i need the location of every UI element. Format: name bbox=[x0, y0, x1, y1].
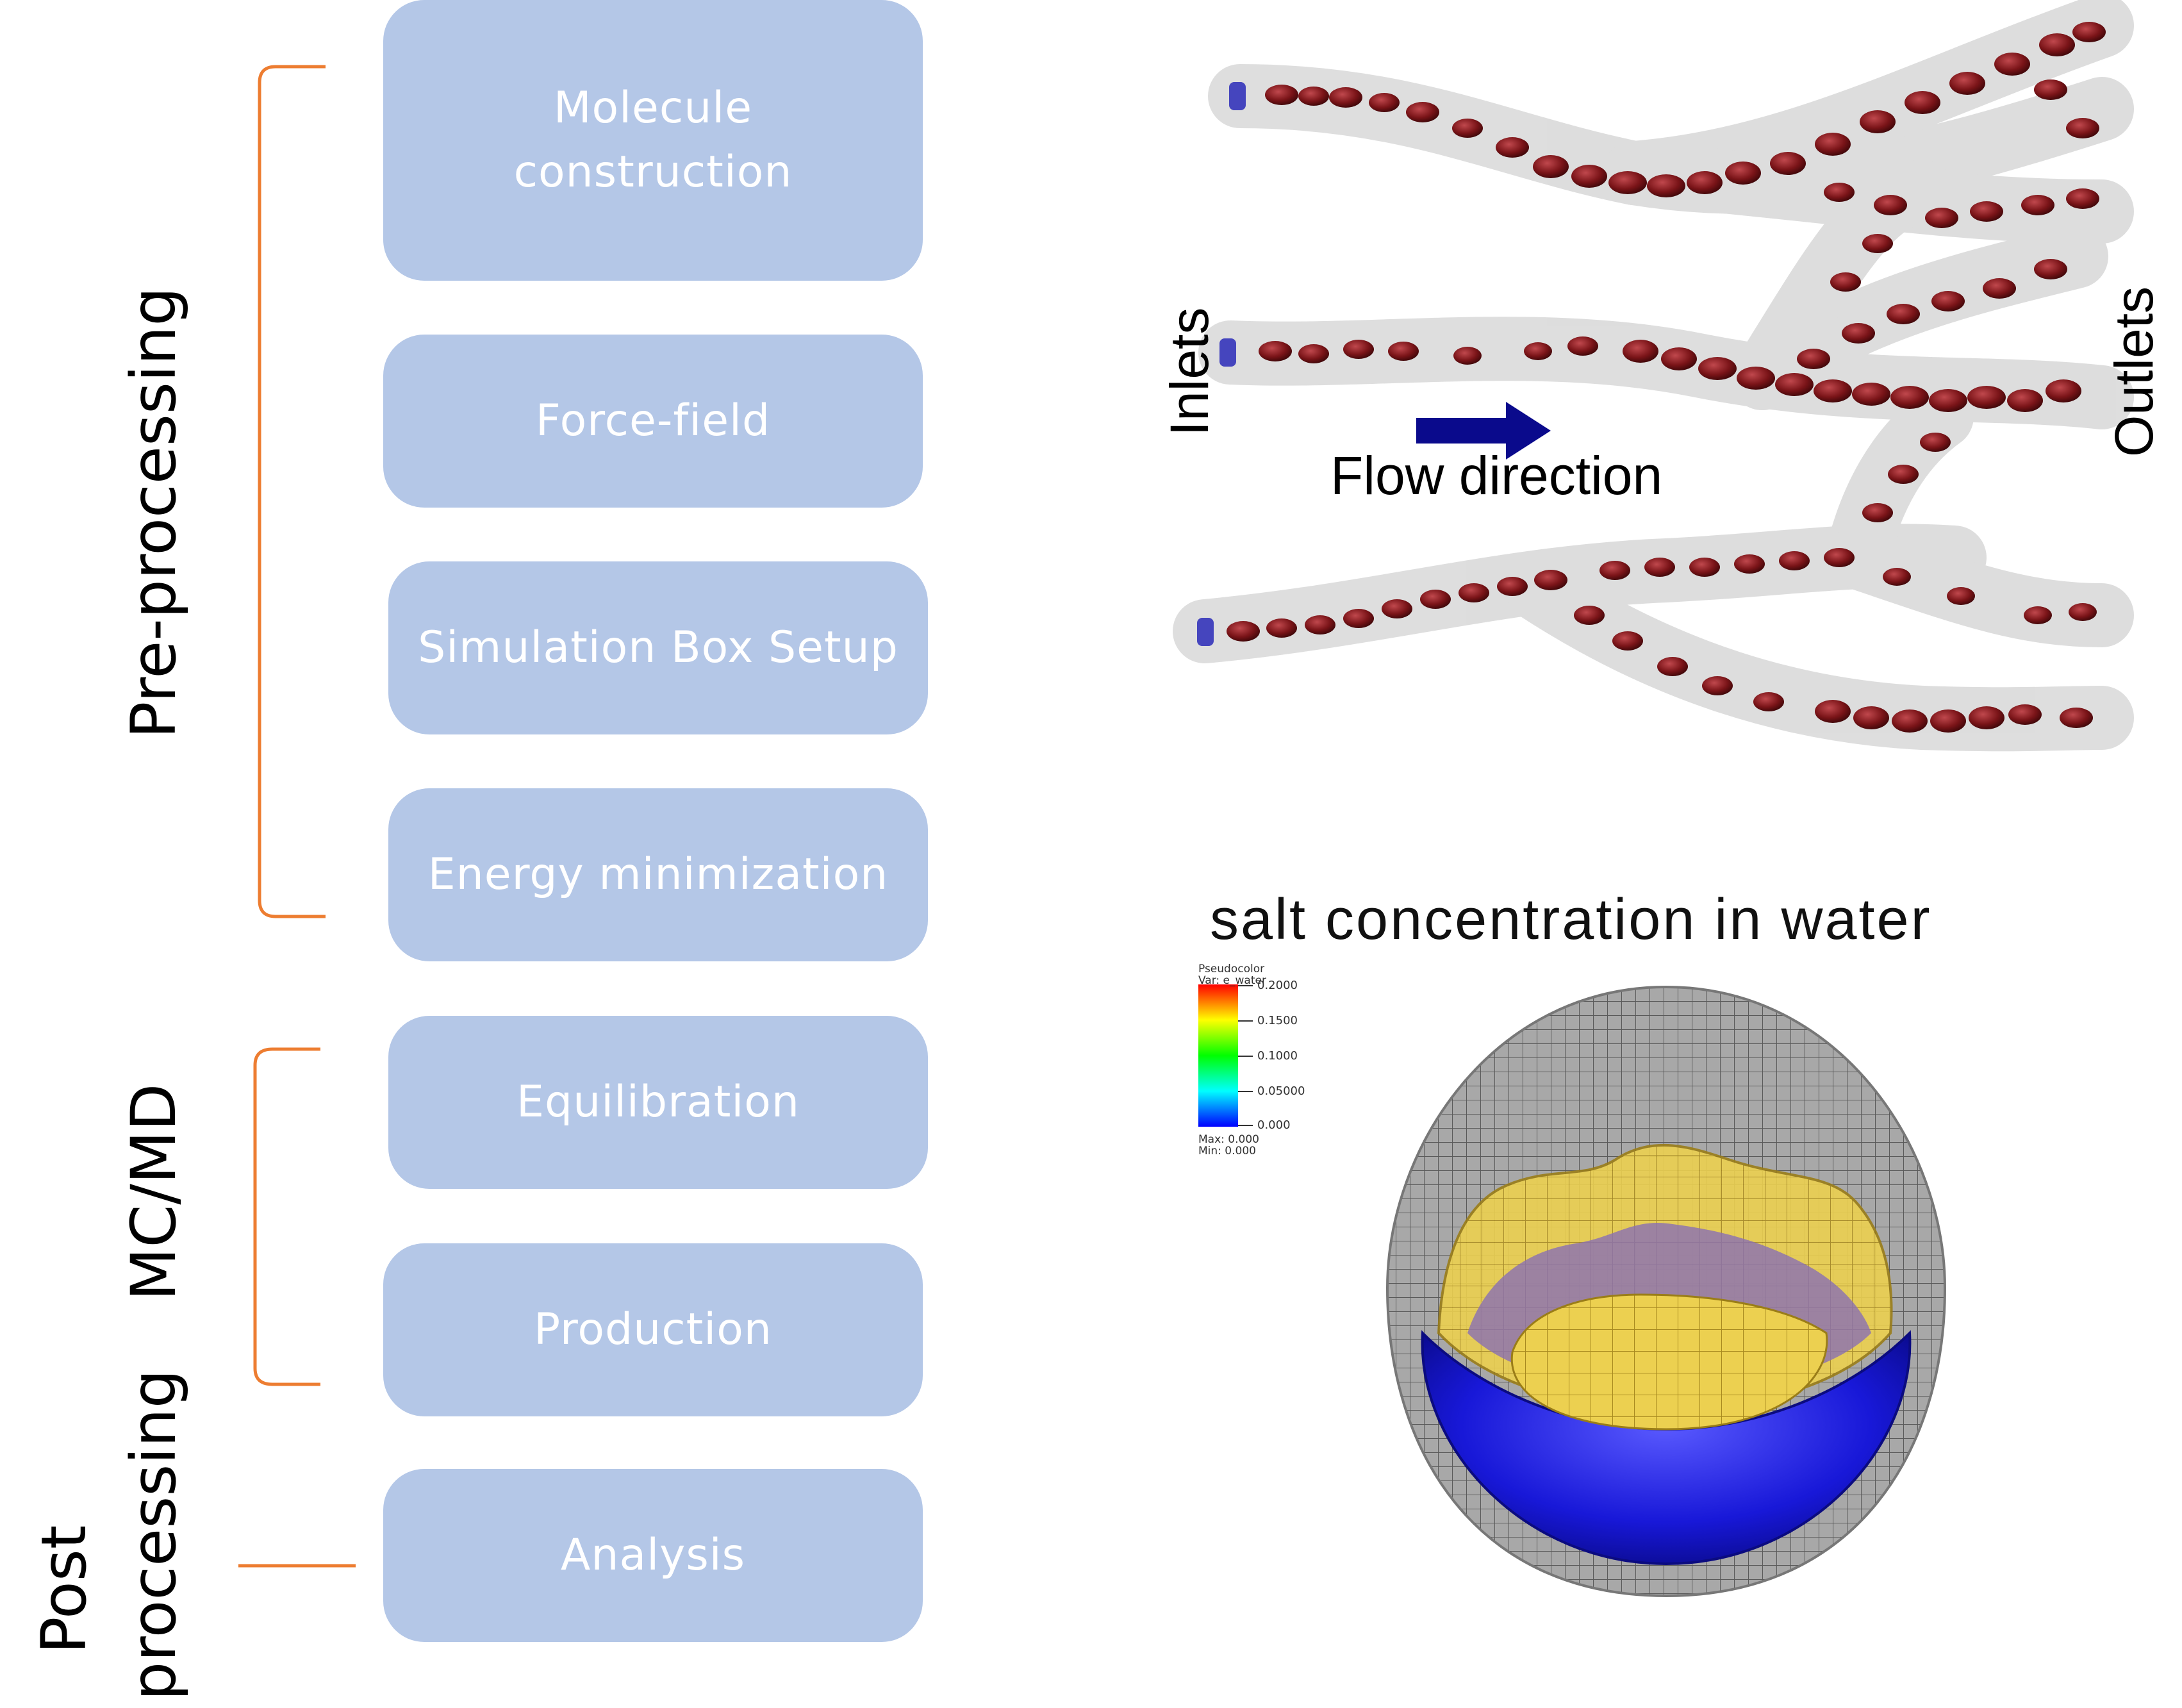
flow-direction-label: Flow direction bbox=[1330, 445, 1663, 506]
step-equilibration: Equilibration bbox=[388, 1016, 928, 1189]
step-energy-minimization: Energy minimization bbox=[388, 788, 928, 961]
legend-min: Min: 0.000 bbox=[1198, 1145, 1256, 1157]
legend-tick-4: 0.000 bbox=[1257, 1118, 1291, 1132]
droplet-dome bbox=[1385, 985, 1947, 1598]
legend-colorbar bbox=[1198, 984, 1238, 1127]
md-bracket bbox=[253, 1047, 320, 1386]
salt-figure-title: salt concentration in water bbox=[1210, 888, 1932, 952]
step-simulation-box-setup: Simulation Box Setup bbox=[388, 561, 928, 734]
legend-tick-2: 0.1000 bbox=[1257, 1049, 1298, 1063]
red-blood-cells bbox=[1227, 22, 2106, 733]
pre-processing-bracket bbox=[258, 65, 326, 918]
legend-max: Max: 0.000 bbox=[1198, 1133, 1259, 1146]
step-analysis: Analysis bbox=[383, 1469, 923, 1642]
legend-heading: Pseudocolor bbox=[1198, 963, 1265, 975]
color-legend bbox=[1198, 984, 1253, 1127]
step-force-field: Force-field bbox=[383, 335, 923, 508]
inlet-caps bbox=[1197, 82, 1246, 646]
legend-var: Var: e_water bbox=[1198, 974, 1266, 987]
legend-tick-1: 0.1500 bbox=[1257, 1014, 1298, 1027]
legend-tick-0: 0.2000 bbox=[1257, 979, 1298, 992]
step-molecule-construction: Molecule construction bbox=[383, 0, 923, 281]
flow-direction-arrow bbox=[1416, 402, 1551, 460]
legend-tick-3: 0.05000 bbox=[1257, 1084, 1305, 1098]
step-production: Production bbox=[383, 1243, 923, 1416]
